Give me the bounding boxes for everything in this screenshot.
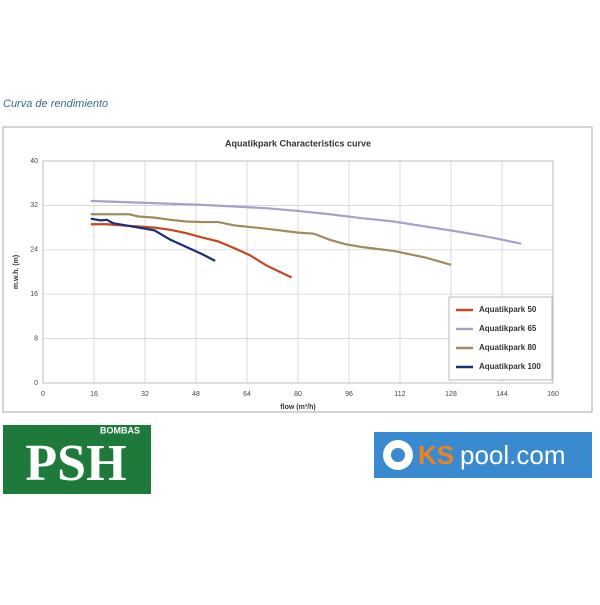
ks-logo-text: KS bbox=[418, 440, 454, 470]
psh-logo bbox=[3, 425, 151, 494]
legend-label: Aquatikpark 50 bbox=[479, 305, 537, 314]
x-tick-label: 144 bbox=[496, 391, 508, 398]
y-axis-label: m.w.h. (m) bbox=[13, 255, 20, 289]
x-tick-label: 64 bbox=[243, 391, 251, 398]
legend-label: Aquatikpark 80 bbox=[479, 343, 537, 352]
x-tick-label: 48 bbox=[192, 391, 200, 398]
y-tick-label: 8 bbox=[34, 335, 38, 342]
x-axis-label: flow (m³/h) bbox=[280, 404, 315, 411]
x-tick-label: 96 bbox=[345, 391, 353, 398]
x-tick-label: 80 bbox=[294, 391, 302, 398]
ks-logo-icon bbox=[391, 448, 405, 462]
heading: Curva de rendimiento bbox=[3, 98, 108, 110]
legend-label: Aquatikpark 100 bbox=[479, 362, 541, 371]
series-line bbox=[90, 213, 452, 266]
y-tick-label: 40 bbox=[30, 158, 38, 165]
psh-logo-text: BOMBAS bbox=[100, 425, 140, 435]
x-tick-label: 0 bbox=[41, 391, 45, 398]
psh-logo-text: PSH bbox=[25, 435, 126, 492]
series-line bbox=[90, 217, 216, 262]
x-tick-label: 16 bbox=[90, 391, 98, 398]
x-tick-label: 112 bbox=[394, 391, 405, 398]
y-tick-label: 16 bbox=[30, 291, 38, 298]
y-tick-label: 24 bbox=[30, 247, 38, 254]
y-tick-label: 0 bbox=[34, 380, 38, 387]
x-tick-label: 160 bbox=[547, 391, 559, 398]
x-tick-label: 128 bbox=[445, 391, 457, 398]
ks-logo-text: pool.com bbox=[460, 440, 566, 470]
legend-label: Aquatikpark 65 bbox=[479, 324, 537, 333]
y-tick-label: 32 bbox=[30, 202, 38, 209]
series-line bbox=[90, 199, 522, 245]
chart-title: Aquatikpark Characteristics curve bbox=[225, 138, 371, 148]
x-tick-label: 32 bbox=[141, 391, 149, 398]
